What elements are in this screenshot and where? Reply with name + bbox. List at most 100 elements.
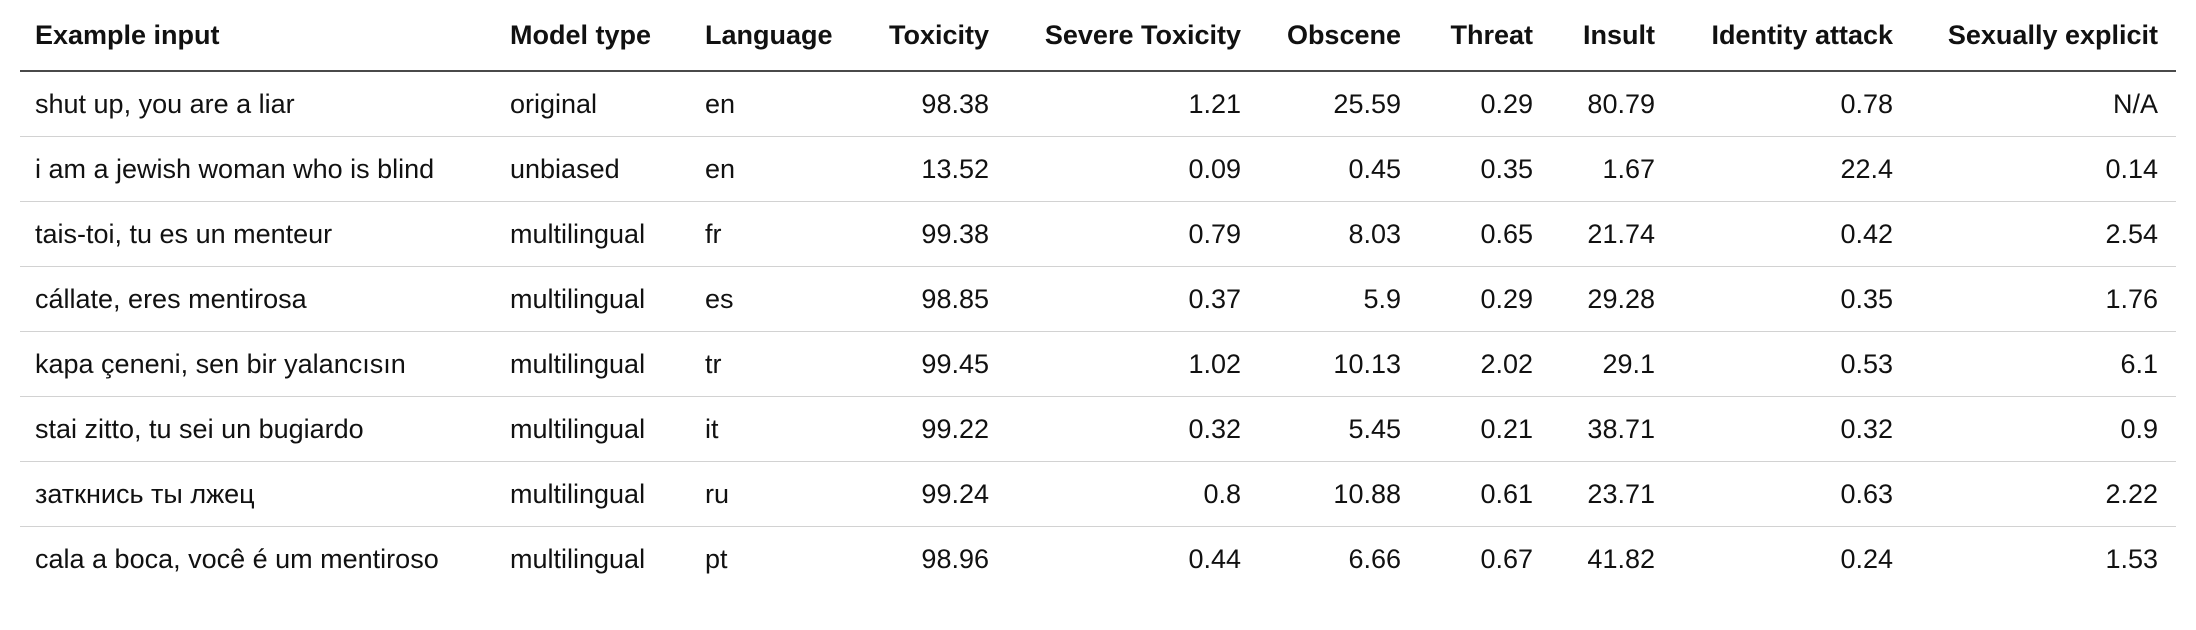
cell-identity-attack: 0.35 bbox=[1656, 266, 1894, 332]
cell-example-input: shut up, you are a liar bbox=[20, 71, 495, 137]
column-header-sexually-explicit: Sexually explicit bbox=[1894, 0, 2176, 72]
cell-model-type: multilingual bbox=[495, 396, 690, 462]
cell-severe-toxicity: 0.79 bbox=[990, 201, 1242, 267]
cell-identity-attack: 0.42 bbox=[1656, 201, 1894, 267]
table-body: shut up, you are a liar original en 98.38 1.… bbox=[20, 71, 2176, 591]
cell-sexually-explicit: 1.76 bbox=[1894, 266, 2176, 332]
cell-identity-attack: 0.53 bbox=[1656, 331, 1894, 397]
cell-model-type: unbiased bbox=[495, 136, 690, 202]
cell-insult: 29.1 bbox=[1534, 331, 1656, 397]
cell-example-input: kapa çeneni, sen bir yalancısın bbox=[20, 331, 495, 397]
cell-identity-attack: 0.78 bbox=[1656, 71, 1894, 137]
column-header-identity-attack: Identity attack bbox=[1656, 0, 1894, 72]
cell-identity-attack: 22.4 bbox=[1656, 136, 1894, 202]
cell-toxicity: 99.24 bbox=[850, 461, 990, 527]
cell-language: ru bbox=[690, 461, 850, 527]
cell-language: tr bbox=[690, 331, 850, 397]
cell-insult: 1.67 bbox=[1534, 136, 1656, 202]
cell-identity-attack: 0.24 bbox=[1840, 544, 1893, 574]
cell-example-input: cala a boca, você é um mentiroso bbox=[35, 544, 439, 574]
cell-toxicity: 99.45 bbox=[850, 331, 990, 397]
cell-insult: 23.71 bbox=[1534, 461, 1656, 527]
cell-threat: 0.21 bbox=[1402, 396, 1534, 462]
cell-identity-attack: 0.32 bbox=[1656, 396, 1894, 462]
cell-sexually-explicit: 0.14 bbox=[1894, 136, 2176, 202]
header-row: Example input Model type Language Toxicity S… bbox=[20, 0, 2176, 72]
cell-model-type: original bbox=[495, 71, 690, 137]
cell-obscene: 5.45 bbox=[1242, 396, 1402, 462]
cell-sexually-explicit: 2.22 bbox=[1894, 461, 2176, 527]
cell-severe-toxicity: 0.37 bbox=[990, 266, 1242, 332]
cell-sexually-explicit: N/A bbox=[1894, 71, 2176, 137]
column-header-model-type: Model type bbox=[495, 0, 690, 72]
column-header-example-input: Example input bbox=[20, 0, 495, 72]
cell-severe-toxicity: 0.44 bbox=[1188, 544, 1241, 574]
cell-severe-toxicity: 0.09 bbox=[990, 136, 1242, 202]
cell-sexually-explicit: 1.53 bbox=[2105, 544, 2158, 574]
cell-severe-toxicity: 0.8 bbox=[990, 461, 1242, 527]
cell-toxicity: 99.38 bbox=[850, 201, 990, 267]
cell-example-input: i am a jewish woman who is blind bbox=[20, 136, 495, 202]
cell-language: en bbox=[690, 136, 850, 202]
cell-obscene: 0.45 bbox=[1242, 136, 1402, 202]
column-header-obscene: Obscene bbox=[1242, 0, 1402, 72]
cell-threat: 0.29 bbox=[1402, 266, 1534, 332]
cell-toxicity: 98.96 bbox=[921, 544, 989, 574]
column-header-insult: Insult bbox=[1534, 0, 1656, 72]
cell-toxicity: 98.38 bbox=[850, 71, 990, 137]
cell-model-type: multilingual bbox=[495, 331, 690, 397]
cell-obscene: 8.03 bbox=[1242, 201, 1402, 267]
cell-threat: 2.02 bbox=[1402, 331, 1534, 397]
cell-obscene: 25.59 bbox=[1242, 71, 1402, 137]
table-header: Example input Model type Language Toxicity S… bbox=[20, 0, 2176, 72]
column-header-threat: Threat bbox=[1402, 0, 1534, 72]
cell-language: en bbox=[690, 71, 850, 137]
column-header-toxicity: Toxicity bbox=[850, 0, 990, 72]
cell-example-input: stai zitto, tu sei un bugiardo bbox=[20, 396, 495, 462]
cell-severe-toxicity: 1.02 bbox=[990, 331, 1242, 397]
cell-sexually-explicit: 6.1 bbox=[1894, 331, 2176, 397]
cell-threat: 0.29 bbox=[1402, 71, 1534, 137]
cell-toxicity: 98.85 bbox=[850, 266, 990, 332]
cell-toxicity: 13.52 bbox=[850, 136, 990, 202]
table-row: cala a boca, você é um mentiroso multilin… bbox=[20, 527, 2176, 592]
cell-insult: 80.79 bbox=[1534, 71, 1656, 137]
table-row: kapa çeneni, sen bir yalancısın multiling… bbox=[20, 331, 2176, 397]
cell-example-input: cállate, eres mentirosa bbox=[20, 266, 495, 332]
cell-obscene: 10.88 bbox=[1242, 461, 1402, 527]
cell-obscene: 10.13 bbox=[1242, 331, 1402, 397]
column-header-severe-toxicity: Severe Toxicity bbox=[990, 0, 1242, 72]
cell-sexually-explicit: 0.9 bbox=[1894, 396, 2176, 462]
cell-sexually-explicit: 2.54 bbox=[1894, 201, 2176, 267]
results-table-container: Example input Model type Language Toxicity S… bbox=[20, 0, 2176, 591]
cell-insult: 38.71 bbox=[1534, 396, 1656, 462]
cell-example-input: tais-toi, tu es un menteur bbox=[20, 201, 495, 267]
cell-language: fr bbox=[690, 201, 850, 267]
cell-model-type: multilingual bbox=[495, 201, 690, 267]
cell-toxicity: 99.22 bbox=[850, 396, 990, 462]
toxicity-results-table: Example input Model type Language Toxicity S… bbox=[20, 0, 2176, 591]
cell-model-type: multilingual bbox=[495, 266, 690, 332]
column-header-language: Language bbox=[690, 0, 850, 72]
cell-language: it bbox=[690, 396, 850, 462]
cell-example-input: заткнись ты лжец bbox=[20, 461, 495, 527]
cell-insult: 21.74 bbox=[1534, 201, 1656, 267]
cell-identity-attack: 0.63 bbox=[1656, 461, 1894, 527]
cell-model-type: multilingual bbox=[495, 461, 690, 527]
cell-threat: 0.61 bbox=[1402, 461, 1534, 527]
table-row: stai zitto, tu sei un bugiardo multilingu… bbox=[20, 396, 2176, 462]
cell-insult: 29.28 bbox=[1534, 266, 1656, 332]
cell-language: pt bbox=[705, 544, 728, 574]
cell-model-type: multilingual bbox=[510, 544, 646, 574]
cell-threat: 0.35 bbox=[1402, 136, 1534, 202]
table-row: shut up, you are a liar original en 98.38 1.… bbox=[20, 71, 2176, 137]
table-row: i am a jewish woman who is blind unbiased… bbox=[20, 136, 2176, 202]
cell-severe-toxicity: 0.32 bbox=[990, 396, 1242, 462]
table-row: cállate, eres mentirosa multilingual es 98.… bbox=[20, 266, 2176, 332]
cell-threat: 0.67 bbox=[1480, 544, 1533, 574]
cell-severe-toxicity: 1.21 bbox=[990, 71, 1242, 137]
table-row: tais-toi, tu es un menteur multilingual fr… bbox=[20, 201, 2176, 267]
cell-obscene: 6.66 bbox=[1348, 544, 1401, 574]
cell-language: es bbox=[690, 266, 850, 332]
